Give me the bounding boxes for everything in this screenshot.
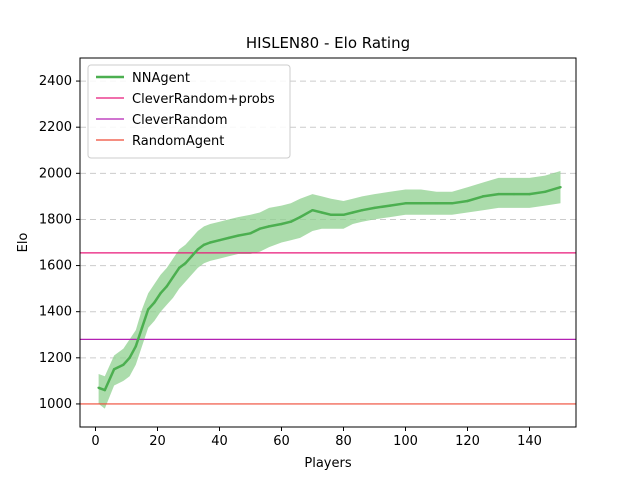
series-point [373, 206, 376, 210]
series-point [249, 232, 252, 235]
series-point [466, 199, 469, 203]
series-point [404, 202, 407, 205]
series-point [227, 236, 230, 240]
series-line [98, 186, 561, 392]
chart-title: HISLEN80 - Elo Rating [246, 34, 410, 52]
series-point [512, 192, 516, 196]
series-point [320, 211, 323, 214]
series-point [351, 211, 354, 214]
series-point [236, 234, 240, 237]
series-point [289, 220, 292, 223]
x-tick-label: 80 [335, 434, 352, 449]
series-point [311, 209, 314, 212]
x-tick-label: 0 [91, 434, 99, 449]
x-tick-label: 60 [273, 434, 290, 449]
y-tick-label: 2000 [39, 166, 72, 181]
series-point [360, 209, 364, 212]
legend-label: CleverRandom+probs [132, 92, 275, 107]
legend-label: CleverRandom [132, 113, 228, 128]
legend-box [87, 64, 291, 159]
series-point [128, 356, 131, 360]
legend-label: RandomAgent [132, 134, 224, 149]
series-point [147, 308, 150, 311]
confidence-band [98, 171, 561, 409]
y-axis-label: Elo [16, 233, 31, 253]
reference-lines [80, 252, 576, 405]
series-point [342, 213, 345, 217]
series-point [497, 192, 500, 196]
y-tick-label: 1800 [39, 212, 72, 227]
series-point [280, 222, 283, 226]
band-layer [98, 171, 561, 409]
x-tick-label: 20 [149, 434, 166, 449]
series-point [159, 292, 162, 295]
series-point [388, 204, 392, 207]
legend: NNAgent CleverRandom+probs CleverRandom Ran… [87, 64, 291, 159]
series-point [122, 363, 125, 366]
series-point [190, 255, 193, 258]
series-point [171, 275, 175, 279]
series-point [267, 225, 271, 228]
series-point [209, 241, 212, 244]
x-axis-ticks: 0 20 40 60 80 100 120 140 [91, 427, 542, 449]
plot-frame [79, 57, 577, 428]
y-tick-label: 2400 [39, 74, 72, 89]
series-point [202, 243, 206, 247]
series-point [298, 215, 302, 219]
series-point [218, 238, 221, 242]
series-point [165, 285, 168, 288]
series-point [559, 185, 562, 189]
series-line-layer [97, 185, 562, 392]
series-point [419, 202, 423, 205]
series-point [543, 190, 547, 193]
series-point [435, 202, 438, 205]
series-point [329, 213, 333, 217]
series-point [481, 195, 485, 198]
y-axis-ticks: 1000 1200 1400 1600 1800 2000 2200 2400 [39, 74, 80, 412]
y-tick-label: 1600 [39, 259, 72, 274]
y-tick-label: 1200 [39, 351, 72, 366]
series-point [140, 326, 144, 330]
y-tick-label: 1000 [39, 397, 72, 412]
x-tick-label: 120 [455, 434, 480, 449]
x-tick-label: 40 [211, 434, 228, 449]
series-point [184, 262, 187, 265]
y-tick-label: 1400 [39, 305, 72, 320]
x-tick-label: 140 [517, 434, 542, 449]
series-point [134, 345, 137, 348]
y-tick-label: 2200 [39, 120, 72, 135]
x-tick-label: 100 [393, 434, 418, 449]
series-point [153, 301, 156, 304]
series-point [258, 227, 261, 230]
series-point [450, 202, 454, 205]
series-point [528, 192, 531, 196]
series-point [112, 368, 116, 371]
series-point [103, 388, 107, 392]
series-point [97, 386, 100, 389]
series-point [196, 248, 199, 251]
legend-label: NNAgent [132, 71, 190, 86]
x-axis-label: Players [304, 456, 351, 471]
series-point [178, 266, 181, 270]
